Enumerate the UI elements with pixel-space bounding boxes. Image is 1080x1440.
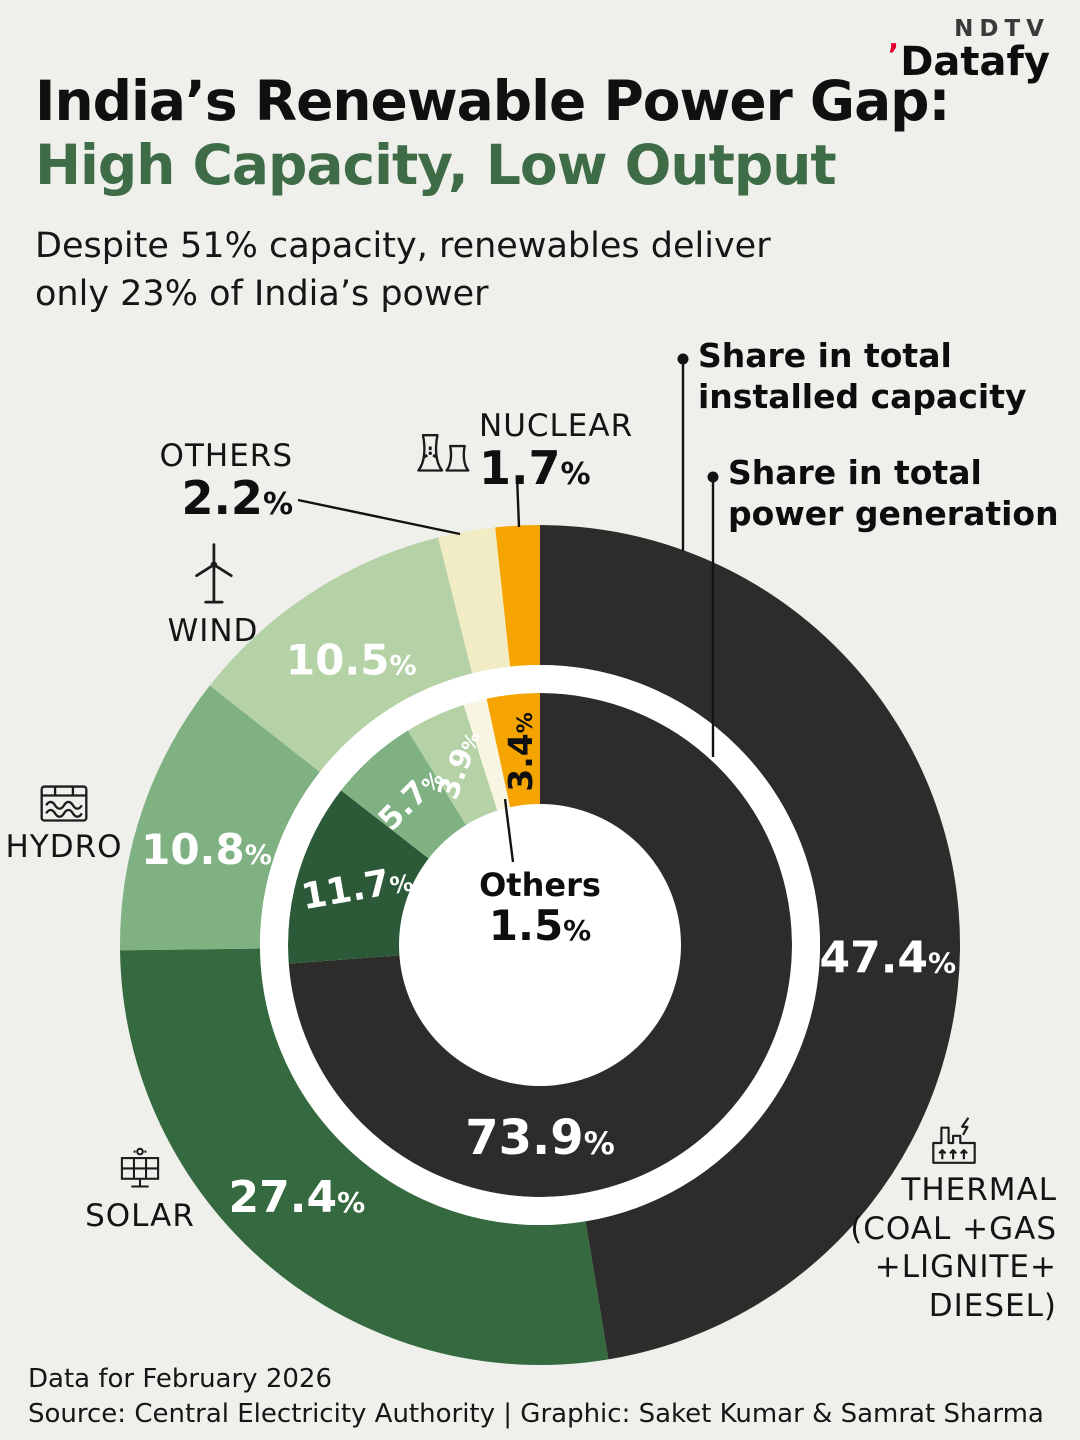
legend-bullet-capacity [677,353,689,365]
slice-outer-others [438,527,511,674]
legend-installed-capacity: Share in total installed capacity [698,336,1027,416]
slice-inner-hydro [341,730,467,860]
nuclear-leader-line [515,475,521,528]
footer-date: Data for February 2026 [28,1364,333,1394]
label-nuclear: NUCLEAR 1.7% [413,408,633,494]
value-label-outer-thermal: 47.4% [819,933,956,984]
label-others: OTHERS 2.2% [118,438,293,524]
solar-panel-icon [120,1147,160,1188]
slice-inner-thermal [288,693,793,1198]
center-others-pointer-line [503,798,515,863]
wind-turbine-icon [195,543,233,604]
datafy-red-mark: ’ [887,38,900,73]
label-solar: SOLAR [72,1146,208,1234]
slice-outer-thermal [540,525,961,1360]
ndtv-datafy-logo: NDTV ’Datafy [888,16,1050,85]
value-label-outer-wind: 10.5% [286,636,417,685]
value-label-inner-nuclear: 3.4% [501,712,540,792]
slice-outer-nuclear [495,525,540,667]
page-title: India’s Renewable Power Gap: High Capaci… [35,69,951,198]
datafy-logo-text: ’Datafy [887,38,1050,85]
subtitle: Despite 51% capacity, renewables deliver… [35,222,950,319]
value-label-outer-hydro: 10.8% [141,825,272,874]
nuclear-plant-icon [417,434,470,472]
slice-outer-solar [120,948,609,1366]
header: India’s Renewable Power Gap: High Capaci… [35,69,951,319]
slice-inner-solar [288,790,430,964]
slice-outer-hydro [119,685,320,951]
slice-inner-wind [407,704,498,826]
nuclear-capacity-value: 1.7% [479,441,591,495]
thermal-plant-icon [931,1117,976,1164]
legend-power-generation: Share in total power generation [728,453,1059,533]
legend-bullet-generation [707,471,719,483]
slice-outer-wind [209,537,473,772]
title-line-1: India’s Renewable Power Gap: [35,69,951,133]
subtitle-line-2: only 23% of India’s power [35,273,489,314]
others-leader-line [297,498,461,536]
subtitle-line-1: Despite 51% capacity, renewables deliver [35,225,771,266]
hydro-dam-icon [40,785,88,822]
ring-separator [260,665,820,1225]
others-generation-value: 1.5% [488,901,592,950]
others-capacity-value: 2.2% [181,471,293,525]
label-thermal: THERMAL (COAL +GAS +LIGNITE+ DIESEL) [850,1116,1057,1325]
slice-inner-nuclear [486,693,540,809]
value-label-inner-thermal: 73.9% [465,1110,615,1166]
title-line-2: High Capacity, Low Output [35,132,837,197]
donut-hole [399,804,681,1086]
value-label-outer-solar: 27.4% [229,1172,366,1223]
label-hydro: HYDRO [0,783,128,865]
slice-inner-others [463,698,511,812]
footer: Data for February 2026 Source: Central E… [28,1362,1044,1432]
footer-source: Source: Central Electricity Authority | … [28,1398,1044,1429]
center-others-label: Others 1.5% [430,866,650,948]
ndtv-logo-text: NDTV [954,16,1050,42]
label-wind: WIND [148,540,278,649]
